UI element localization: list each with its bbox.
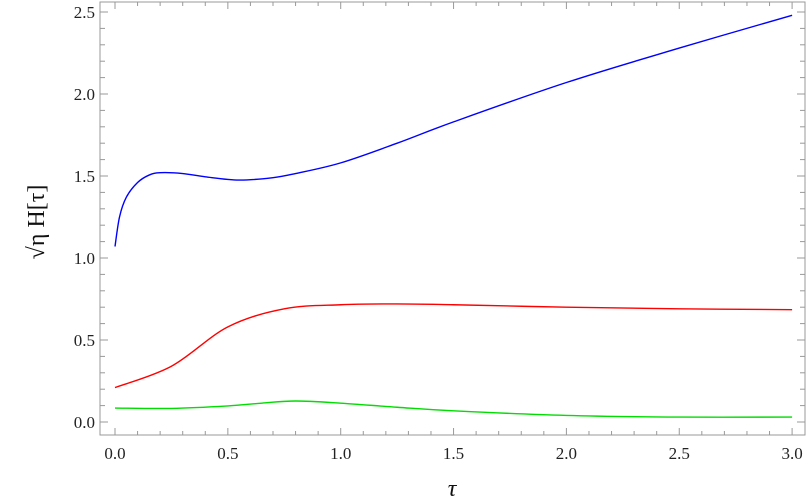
x-tick-label: 1.0 [330,444,351,463]
y-tick-label: 1.0 [74,249,95,268]
series-line-1 [114,14,793,247]
y-tick-label: 0.0 [74,413,95,432]
plot-border [99,1,806,436]
plot-frame [99,1,806,436]
x-axis-title: τ [448,476,458,502]
y-tick-label: 2.5 [74,3,95,22]
y-axis-title: √η H[τ] [24,185,50,260]
x-tick-label: 1.5 [443,444,464,463]
series-line-2 [114,303,793,389]
x-tick-label: 2.0 [556,444,577,463]
x-tick-label: 0.5 [217,444,238,463]
y-tick-label: 0.5 [74,331,95,350]
y-axis-label: √η H[τ] [24,185,50,260]
x-tick-label: 0.0 [104,444,125,463]
x-tick-label: 2.5 [669,444,690,463]
axis-ticks: 0.0 0.5 1.0 1.5 2.0 2.5 3.0 0.0 0.5 1.0 1.5 2.0 2.5 [74,2,805,463]
y-tick-label: 2.0 [74,85,95,104]
series-group [114,14,793,418]
y-tick-label: 1.5 [74,167,95,186]
x-tick-label: 3.0 [781,444,802,463]
series-line-3 [114,400,793,418]
